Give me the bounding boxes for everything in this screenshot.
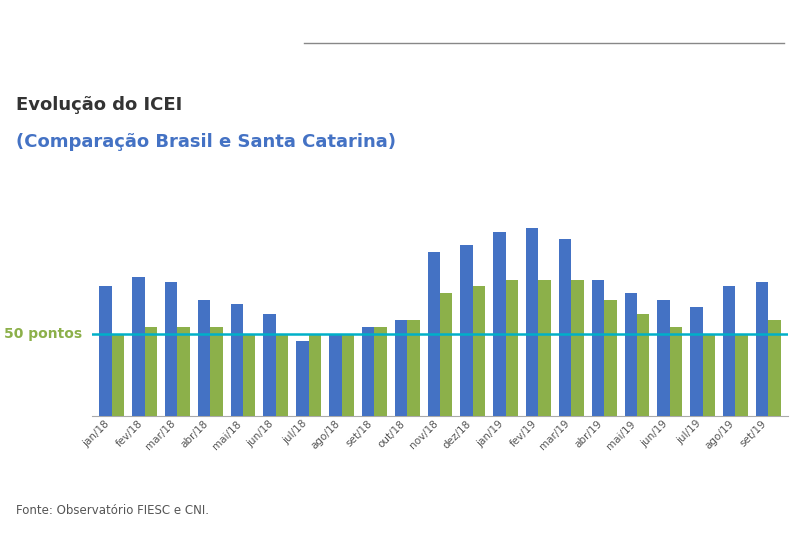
Text: 50 pontos: 50 pontos bbox=[4, 327, 82, 341]
Bar bbox=[473, 286, 486, 533]
Bar bbox=[230, 304, 243, 533]
Bar bbox=[394, 320, 407, 533]
Bar bbox=[670, 327, 682, 533]
Bar bbox=[198, 300, 210, 533]
Text: (Comparação Brasil e Santa Catarina): (Comparação Brasil e Santa Catarina) bbox=[16, 133, 396, 151]
Bar bbox=[296, 341, 309, 533]
Bar bbox=[165, 282, 178, 533]
Bar bbox=[735, 334, 748, 533]
Bar bbox=[506, 279, 518, 533]
Bar bbox=[702, 334, 715, 533]
Bar bbox=[112, 334, 124, 533]
Bar bbox=[210, 327, 222, 533]
Bar bbox=[723, 286, 735, 533]
Bar bbox=[427, 252, 440, 533]
Bar bbox=[329, 334, 342, 533]
Bar bbox=[637, 313, 650, 533]
Bar bbox=[756, 282, 768, 533]
Bar bbox=[768, 320, 781, 533]
Bar bbox=[526, 228, 538, 533]
Bar bbox=[362, 327, 374, 533]
Bar bbox=[658, 300, 670, 533]
Bar bbox=[276, 334, 288, 533]
Bar bbox=[690, 307, 702, 533]
Bar bbox=[145, 327, 157, 533]
Bar bbox=[559, 239, 571, 533]
Bar bbox=[625, 293, 637, 533]
Bar bbox=[374, 327, 387, 533]
Bar bbox=[407, 320, 420, 533]
Bar bbox=[309, 334, 321, 533]
Bar bbox=[132, 277, 145, 533]
Bar bbox=[440, 293, 453, 533]
Bar bbox=[571, 279, 584, 533]
Bar bbox=[243, 334, 255, 533]
Bar bbox=[263, 313, 276, 533]
Bar bbox=[178, 327, 190, 533]
Bar bbox=[604, 300, 617, 533]
Bar bbox=[493, 232, 506, 533]
Text: Evolução do ICEI: Evolução do ICEI bbox=[16, 96, 182, 114]
Bar bbox=[460, 246, 473, 533]
Bar bbox=[342, 334, 354, 533]
Bar bbox=[592, 279, 604, 533]
Bar bbox=[538, 279, 551, 533]
Bar bbox=[99, 286, 112, 533]
Text: Fonte: Observatório FIESC e CNI.: Fonte: Observatório FIESC e CNI. bbox=[16, 504, 209, 518]
